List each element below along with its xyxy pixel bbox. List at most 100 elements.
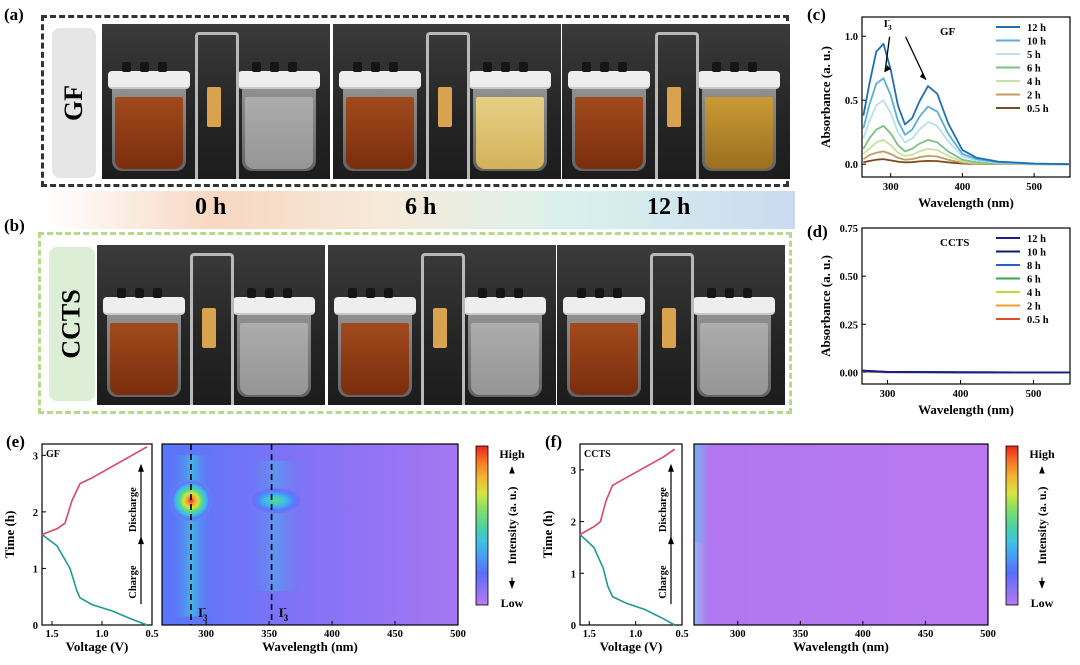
colorbar-axis-label: Intensity (a. u.): [1035, 486, 1049, 564]
ccts-photo-0: [97, 245, 325, 405]
annotation-arrow-right: [905, 36, 927, 80]
lid-knob: [384, 288, 393, 298]
chart-d-ccts-absorbance: 300 400 500 0.00 0.25 0.50 0.75 Wavelength (nm)…: [818, 224, 1071, 417]
y-tick-label: 0.5: [845, 96, 858, 107]
x-tick-label: 500: [1026, 389, 1042, 400]
lid-knob: [135, 288, 144, 298]
y-tick-label: 0.0: [845, 160, 858, 171]
x-axis-label: Voltage (V): [66, 639, 129, 654]
jar-lid: [339, 62, 421, 89]
ccts-jar-left-2: [563, 288, 645, 397]
gf-photo-2: [562, 24, 790, 179]
y-axis-label: Absorbance (a. u.): [818, 46, 833, 148]
gf-jar-left-2: [568, 62, 650, 171]
electrolyte-liquid: [341, 323, 409, 395]
colorbar-arrowhead-up: [509, 466, 515, 474]
legend-label: 8 h: [1027, 261, 1041, 272]
lid-knob: [483, 62, 492, 72]
legend-label: 2 h: [1027, 91, 1041, 102]
electrolyte-liquid: [705, 97, 773, 169]
ccts-jar-right-1: [464, 288, 546, 397]
panel-label-d: (d): [807, 222, 828, 241]
gf-clamp-2: [655, 32, 699, 179]
lid-knob: [730, 62, 739, 72]
y-tick-label: 0.25: [840, 320, 858, 331]
charge-arrowhead: [668, 536, 674, 545]
lid-knob: [582, 62, 591, 72]
x-axis-label: Voltage (V): [600, 639, 663, 654]
lid-knob: [153, 288, 162, 298]
y-tick-label: 3: [571, 466, 576, 477]
chart-title: GF: [46, 449, 60, 460]
y-tick-label: 0.75: [840, 224, 858, 235]
edge-glow: [694, 444, 708, 543]
x-tick-label: 1.5: [583, 629, 596, 640]
legend-label: 6 h: [1027, 64, 1041, 75]
x-axis-label: Wavelength (nm): [793, 639, 889, 654]
lid-knob: [743, 288, 752, 298]
x-tick-label: 500: [980, 629, 996, 640]
chart-title: CCTS: [940, 237, 969, 249]
discharge-arrowhead: [668, 463, 674, 472]
x-tick-label: 350: [792, 629, 808, 640]
ccts-photo-1: [328, 245, 556, 405]
y-axis-label: Time (h): [2, 511, 17, 559]
peak-label-i3: I3-: [279, 603, 289, 623]
ccts-clamp-1: [421, 253, 465, 405]
chart-c-gf-absorbance: 300 400 500 0.0 0.5 1.0 Wavelength (nm) Absorba…: [818, 15, 1071, 210]
heatmap-frame: [693, 443, 989, 626]
ccts-photo-2: [557, 245, 785, 405]
jar-lid: [568, 62, 650, 89]
series-line-12h: [861, 369, 1070, 374]
gf-jar-left-0: [108, 62, 190, 171]
colorbar-arrowhead-down: [1039, 581, 1045, 589]
jar-lid: [103, 288, 185, 315]
ccts-side-label: CCTS: [57, 289, 87, 359]
charge-label: Charge: [128, 565, 139, 599]
membrane-strip: [438, 87, 452, 127]
y-tick-label: 2: [571, 518, 576, 529]
arrowhead-right: [919, 72, 926, 80]
lid-knob: [712, 62, 721, 72]
discharge-label: Discharge: [128, 487, 139, 532]
timepoint-6h: 6 h: [405, 194, 437, 220]
ccts-jar-right-2: [693, 288, 775, 397]
hotspot-1: [247, 486, 304, 515]
ccts-side-tab: CCTS: [49, 247, 95, 401]
chart-f-ccts-insitu: 0 1 2 3 1.5 1.0 0.5 Voltage (V) Time (h) CCTS Char…: [540, 443, 1055, 654]
panel-label-e: (e): [6, 432, 25, 451]
lid-knob: [519, 62, 528, 72]
ccts-photo-panel: CCTS: [38, 232, 792, 414]
lid-knob: [252, 62, 261, 72]
jar-lid: [233, 288, 315, 315]
peak-band-secondary: [243, 460, 307, 592]
peak-label-i3: I3-: [198, 603, 208, 623]
jar-glass: [697, 312, 771, 397]
y-tick-label: 0.50: [840, 272, 858, 283]
jar-lid: [238, 62, 320, 89]
gf-photo-1: [333, 24, 561, 179]
electrolyte-liquid: [110, 323, 178, 395]
lid-knob: [122, 62, 131, 72]
colorbar-high-label: High: [499, 447, 525, 461]
legend-label: 10 h: [1027, 248, 1046, 259]
gf-jar-right-1: [469, 62, 551, 171]
legend-label: 2 h: [1027, 302, 1041, 313]
legend-label: 4 h: [1027, 288, 1041, 299]
series-line-12h: [862, 42, 1071, 166]
jar-glass: [242, 86, 316, 171]
x-tick-label: 450: [387, 629, 403, 640]
membrane-strip: [667, 87, 681, 127]
colorbar-high-label: High: [1029, 447, 1055, 461]
gf-clamp-1: [426, 32, 470, 179]
x-tick-label: 500: [1026, 182, 1042, 193]
x-axis-label: Wavelength (nm): [262, 639, 358, 654]
x-tick-label: 300: [730, 629, 746, 640]
lid-knob: [618, 62, 627, 72]
legend-label: 6 h: [1027, 275, 1041, 286]
membrane-strip: [662, 308, 676, 348]
lid-knob: [270, 62, 279, 72]
chart-title: GF: [940, 26, 956, 38]
panel-label-a: (a): [4, 5, 24, 24]
heatmap-background: [694, 444, 988, 625]
